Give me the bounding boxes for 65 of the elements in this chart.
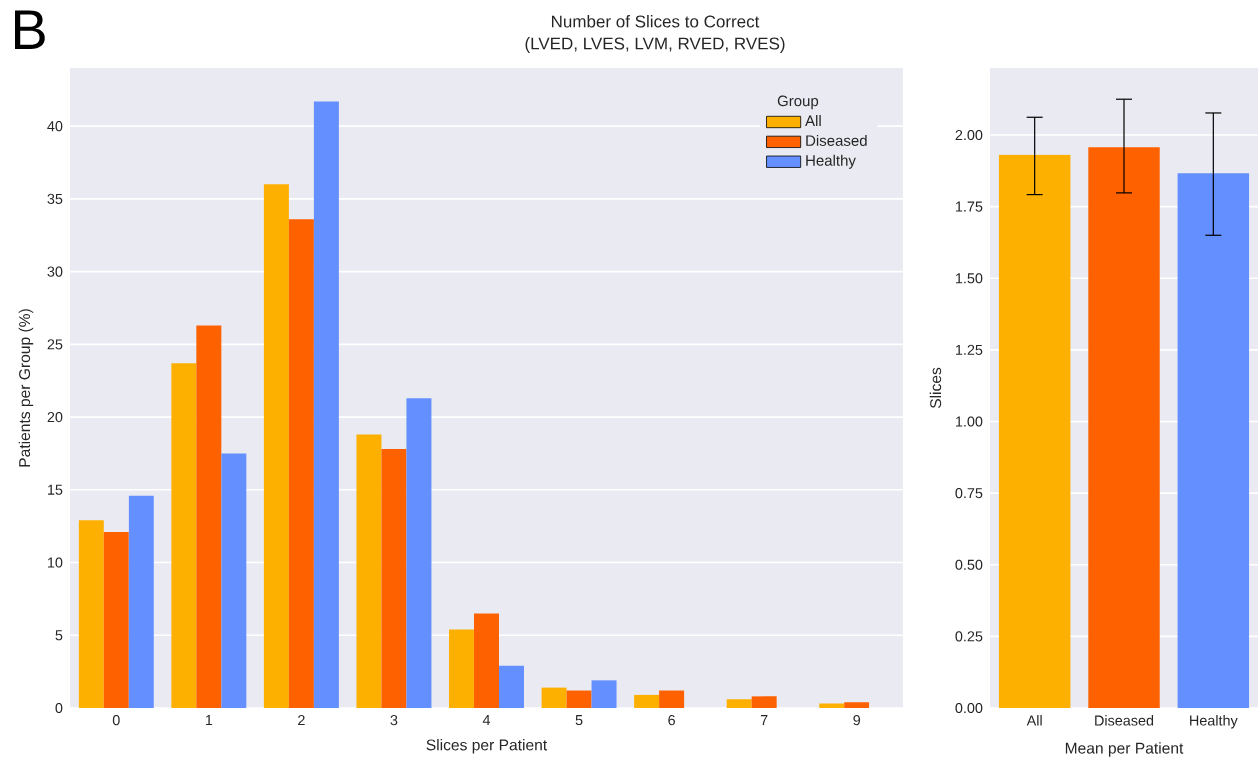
x-tick-label: 3 bbox=[390, 715, 398, 726]
x-axis-title: Slices per Patient bbox=[426, 738, 548, 754]
y-tick-label: 1.50 bbox=[956, 273, 983, 284]
legend-label: Diseased bbox=[806, 134, 867, 146]
bar bbox=[263, 184, 289, 708]
bar bbox=[726, 699, 752, 708]
bar bbox=[196, 325, 222, 708]
bar bbox=[128, 495, 154, 708]
bar bbox=[103, 531, 129, 708]
x-tick-label: 4 bbox=[482, 715, 491, 725]
bar bbox=[356, 434, 382, 708]
bar bbox=[449, 629, 475, 708]
legend-label: All bbox=[805, 115, 821, 126]
legend-label: Healthy bbox=[806, 154, 856, 169]
x-tick-label: 7 bbox=[760, 715, 768, 725]
y-tick-label: 0.00 bbox=[955, 702, 983, 714]
bar bbox=[381, 449, 407, 708]
bar bbox=[499, 665, 524, 708]
x-tick-label: 9 bbox=[853, 715, 861, 726]
bar bbox=[313, 101, 339, 708]
chart-subtitle: (LVED, LVES, LVM, RVED, RVES) bbox=[525, 37, 785, 53]
x-tick-label: All bbox=[1026, 715, 1042, 726]
y-tick-label: 20 bbox=[47, 412, 63, 423]
bar bbox=[819, 703, 845, 708]
bar bbox=[844, 702, 870, 708]
bar bbox=[221, 453, 247, 708]
x-tick-label: 6 bbox=[668, 715, 675, 726]
bar bbox=[566, 690, 592, 708]
bar bbox=[406, 398, 432, 708]
bar bbox=[288, 219, 314, 708]
y-tick-label: 5 bbox=[55, 630, 63, 641]
y-tick-label: 10 bbox=[48, 557, 63, 568]
y-tick-label: 1.25 bbox=[956, 344, 983, 355]
chart-title: Number of Slices to Correct bbox=[551, 15, 760, 28]
bar bbox=[591, 680, 617, 708]
x-tick-label: 2 bbox=[298, 715, 305, 726]
bar bbox=[78, 520, 104, 708]
bar bbox=[634, 694, 660, 708]
x-tick-label: 0 bbox=[112, 715, 120, 726]
y-tick-label: 2.00 bbox=[955, 129, 983, 141]
y-tick-label: 30 bbox=[47, 266, 63, 277]
y-tick-label: 0.50 bbox=[955, 559, 983, 570]
y-tick-label: 0.25 bbox=[955, 631, 983, 642]
bar bbox=[171, 363, 197, 708]
bar bbox=[541, 687, 567, 708]
y-tick-label: 1.00 bbox=[956, 416, 983, 427]
bar bbox=[474, 613, 499, 708]
y-tick-label: 0.75 bbox=[955, 488, 983, 499]
x-axis-title: Mean per Patient bbox=[1065, 742, 1184, 757]
y-tick-label: 35 bbox=[47, 193, 63, 204]
bar bbox=[751, 696, 777, 708]
bar bbox=[659, 690, 685, 708]
y-axis-title: Slices bbox=[929, 367, 942, 409]
legend-title: Group bbox=[777, 95, 819, 110]
y-tick-label: 25 bbox=[47, 339, 63, 350]
x-tick-label: 5 bbox=[575, 715, 583, 726]
y-tick-label: 40 bbox=[47, 121, 63, 132]
y-axis-title: Patients per Group (%) bbox=[18, 309, 34, 467]
x-tick-label: Healthy bbox=[1190, 715, 1238, 729]
x-tick-label: 1 bbox=[205, 715, 213, 725]
y-tick-label: 1.75 bbox=[956, 201, 983, 212]
text: B bbox=[14, 10, 45, 49]
x-tick-label: Diseased bbox=[1095, 715, 1154, 726]
y-tick-label: 0 bbox=[55, 702, 63, 714]
y-tick-label: 15 bbox=[48, 484, 63, 495]
